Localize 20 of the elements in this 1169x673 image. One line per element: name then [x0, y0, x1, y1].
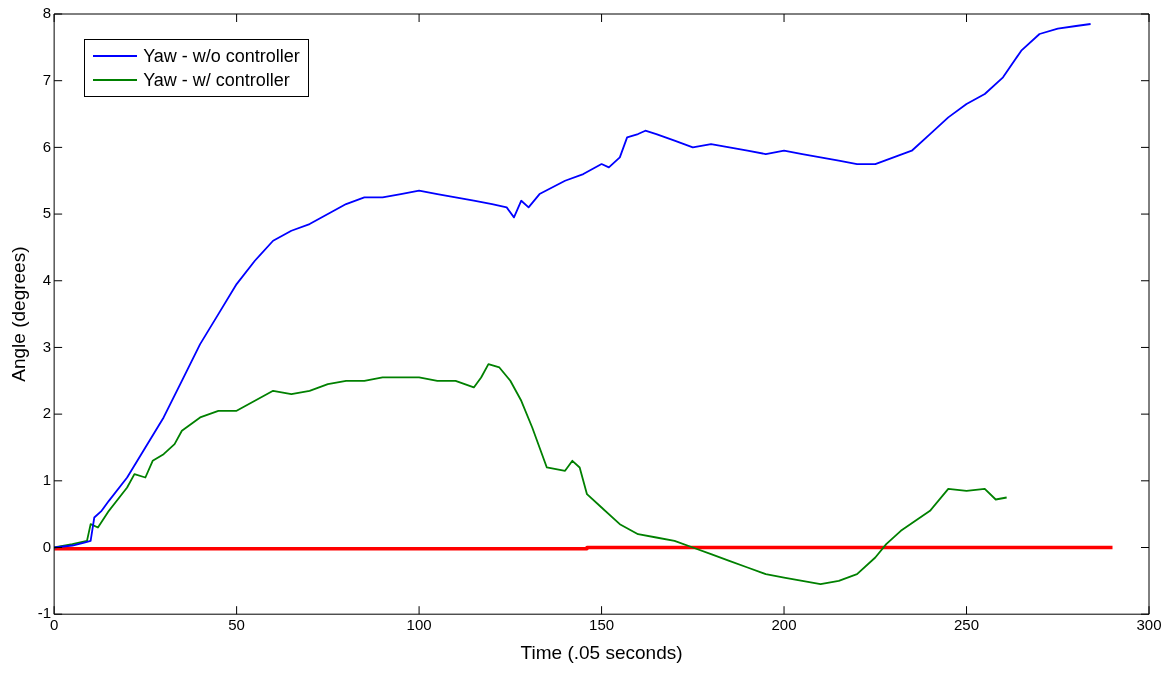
x-tick-label: 50: [228, 616, 245, 634]
y-tick-label: 1: [42, 470, 52, 488]
x-tick-label: 100: [406, 616, 432, 634]
x-tick-label: 200: [771, 616, 797, 634]
y-tick-label: 6: [42, 137, 52, 155]
y-tick-label: 5: [42, 204, 52, 222]
y-tick-label: 4: [42, 270, 52, 288]
x-tick-label: 300: [1136, 616, 1162, 634]
x-tick-label: 250: [954, 616, 980, 634]
y-axis-title: Angle (degrees): [7, 246, 29, 382]
y-tick-label: -1: [37, 604, 52, 622]
legend-label: Yaw - w/ controller: [143, 69, 290, 91]
y-tick-label: 7: [42, 70, 52, 88]
x-tick-label: 150: [589, 616, 615, 634]
y-tick-label: 3: [42, 337, 52, 355]
x-axis-title: Time (.05 seconds): [520, 641, 683, 663]
legend-label: Yaw - w/o controller: [143, 45, 300, 67]
y-tick-label: 0: [42, 537, 52, 555]
y-tick-label: 8: [42, 4, 52, 22]
y-tick-label: 2: [42, 404, 52, 422]
